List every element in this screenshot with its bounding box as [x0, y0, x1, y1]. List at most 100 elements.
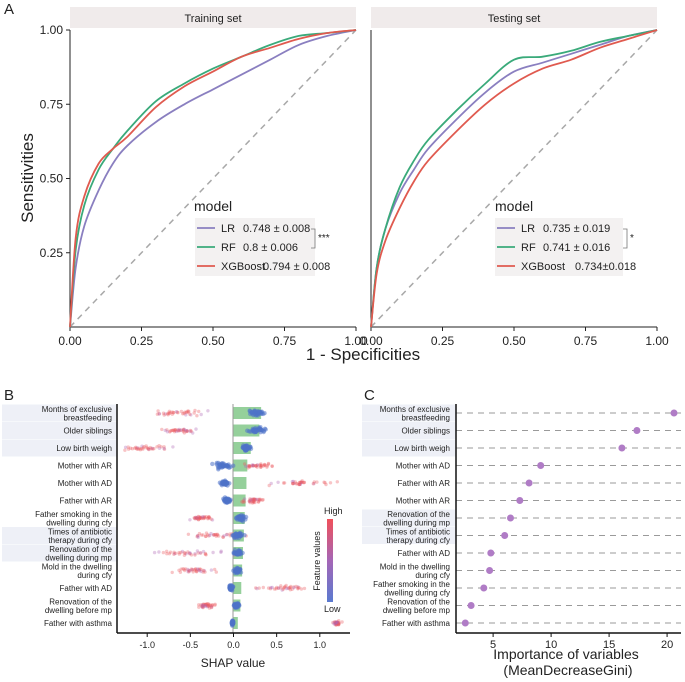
shap-point-high-father-smoking-in-the-dwelling-during-cfy [196, 517, 201, 522]
importance-point-low-birth-weigh [618, 444, 626, 452]
shap-point-high-father-with-ar [252, 497, 256, 501]
shap-point-high-mother-with-ad [297, 480, 302, 485]
importance-band-renovation-of-the-dwelling-during-mp [362, 509, 456, 527]
shap-point-high-father-smoking-in-the-dwelling-during-cfy [207, 516, 212, 520]
shap-point-high-mother-with-ad [291, 479, 295, 484]
shap-point-high-low-birth-weigh [136, 447, 141, 451]
shap-point-high-renovation-of-the-dwelling-during-mp [199, 551, 203, 555]
importance-label-father-smoking-in-the-dwelling-during-cfy: Father smoking in the dwelling during cfy [373, 580, 450, 598]
shap-point-high-father-with-ad [288, 585, 293, 590]
shap-point-high-father-with-ar [251, 497, 255, 501]
shap-point-high-low-birth-weigh [149, 447, 153, 451]
shap-point-high-mother-with-ad [300, 480, 304, 484]
shap-point-low-father-with-ad [229, 584, 235, 590]
shap-point-high-father-smoking-in-the-dwelling-during-cfy [202, 515, 206, 519]
shap-point-high-father-with-ar [247, 499, 251, 503]
shap-point-high-mold-in-the-dwelling-during-cfy [196, 567, 200, 571]
shap-point-high-low-birth-weigh [144, 446, 148, 450]
shap-point-high-low-birth-weigh [144, 444, 148, 448]
shap-point-high-father-smoking-in-the-dwelling-during-cfy [197, 516, 202, 521]
shap-point-high-mother-with-ar [255, 463, 260, 467]
shap-point-high-mother-with-ad [299, 480, 304, 484]
shap-point-high-mother-with-ad [312, 481, 316, 486]
shap-label-mold-in-the-dwelling-during-cfy: Mold in the dwelling during cfy [42, 563, 112, 581]
shap-point-high-renovation-of-the-dwelling-during-mp [188, 551, 192, 555]
shap-point-high-father-with-asthma [336, 621, 341, 625]
shap-point-high-low-birth-weigh [123, 448, 127, 452]
shap-point-high-father-with-ad [290, 587, 294, 591]
shap-point-low-older-siblings [253, 429, 259, 434]
shap-point-high-older-siblings [189, 429, 193, 433]
shap-point-low-months-of-exclusive-breastfeeding [251, 413, 256, 418]
shap-point-high-low-birth-weigh [147, 447, 151, 451]
shap-point-high-father-with-ad [261, 585, 265, 590]
shap-point-high-father-smoking-in-the-dwelling-during-cfy [196, 517, 201, 522]
shap-point-high-mother-with-ad [290, 479, 295, 484]
panel-label-c: C [364, 387, 375, 404]
shap-point-high-father-with-asthma [331, 620, 335, 625]
shap-band-low-birth-weigh [2, 439, 117, 457]
shap-colorbar [327, 519, 333, 602]
shap-point-high-father-with-asthma [336, 622, 341, 626]
importance-xtick-label-0: 5 [490, 639, 496, 651]
shap-point-high-father-with-asthma [333, 620, 338, 625]
shap-point-high-months-of-exclusive-breastfeeding [157, 412, 161, 416]
shap-point-high-months-of-exclusive-breastfeeding [192, 411, 196, 415]
shap-point-low-older-siblings [253, 425, 258, 431]
shap-point-high-mold-in-the-dwelling-during-cfy [192, 568, 196, 572]
shap-point-high-renovation-of-the-dwelling-before-mp [213, 603, 217, 607]
shap-point-high-renovation-of-the-dwelling-during-mp [174, 551, 178, 555]
shap-point-high-mother-with-ar [250, 464, 254, 468]
shap-point-high-father-with-ar [251, 499, 256, 504]
shap-point-high-father-with-asthma [334, 620, 338, 624]
roc-testing-legend: LR 0.735 ± 0.019 RF 0.741 ± 0.016 XGBoost 0.7… [495, 218, 636, 276]
shap-point-high-months-of-exclusive-breastfeeding [161, 411, 166, 415]
shap-point-high-renovation-of-the-dwelling-during-mp [219, 549, 223, 553]
shap-band-older-siblings [2, 422, 117, 439]
shap-point-high-renovation-of-the-dwelling-during-mp [157, 550, 161, 554]
shap-point-high-father-with-asthma [332, 620, 336, 625]
shap-point-high-renovation-of-the-dwelling-during-mp [201, 549, 206, 554]
shap-point-high-mother-with-ar [244, 464, 248, 468]
shap-point-high-renovation-of-the-dwelling-before-mp [205, 602, 209, 606]
shap-point-low-mother-with-ar [210, 461, 215, 467]
shap-point-high-father-with-ar [252, 497, 256, 501]
shap-point-high-renovation-of-the-dwelling-before-mp [213, 602, 217, 606]
roc-training-ytick-label-3: 1.00 [40, 23, 64, 37]
shap-point-high-father-smoking-in-the-dwelling-during-cfy [192, 516, 196, 520]
shap-point-high-father-smoking-in-the-dwelling-during-cfy [202, 516, 206, 521]
shap-point-high-mother-with-ad [323, 481, 327, 485]
shap-point-high-father-with-asthma [335, 621, 340, 625]
shap-xtick-label-1: -0.5 [183, 640, 199, 650]
shap-point-high-mother-with-ar [259, 465, 263, 469]
roc-training-curve-xgboost [69, 29, 357, 328]
shap-point-high-times-of-antibiotic-therapy-during-cfy [221, 535, 225, 539]
shap-point-high-mother-with-ar [248, 465, 252, 469]
shap-point-high-mother-with-ar [254, 464, 258, 468]
shap-point-high-mold-in-the-dwelling-during-cfy [196, 567, 200, 572]
shap-point-high-renovation-of-the-dwelling-during-mp [172, 551, 177, 556]
shap-point-high-months-of-exclusive-breastfeeding [168, 410, 172, 415]
shap-point-low-father-smoking-in-the-dwelling-during-cfy [234, 516, 239, 521]
shap-point-high-renovation-of-the-dwelling-before-mp [205, 605, 209, 609]
shap-point-high-mold-in-the-dwelling-during-cfy [170, 570, 174, 575]
importance-xlabel-line2: (MeanDecreaseGini) [503, 662, 632, 678]
shap-point-high-father-with-asthma [336, 622, 340, 627]
panel-label-b: B [4, 387, 14, 404]
shap-point-high-father-with-ar [248, 500, 252, 505]
shap-point-high-father-with-asthma [333, 622, 337, 626]
shap-points [123, 408, 344, 628]
shap-point-high-renovation-of-the-dwelling-during-mp [161, 550, 166, 555]
shap-point-low-renovation-of-the-dwelling-before-mp [233, 604, 239, 610]
shap-point-high-renovation-of-the-dwelling-during-mp [204, 553, 208, 557]
shap-point-high-father-with-ar [256, 500, 261, 504]
importance-xtick-label-1: 10 [545, 639, 557, 651]
shap-point-high-father-with-ar [253, 497, 257, 502]
roc-training-diagonal [69, 29, 357, 328]
shap-point-high-renovation-of-the-dwelling-during-mp [198, 551, 202, 555]
shap-point-high-father-with-asthma [334, 620, 338, 625]
shap-point-high-renovation-of-the-dwelling-before-mp [207, 604, 211, 608]
shap-point-low-mother-with-ad [222, 482, 227, 487]
importance-point-father-smoking-in-the-dwelling-during-cfy [480, 584, 488, 592]
shap-point-high-months-of-exclusive-breastfeeding [171, 410, 176, 415]
